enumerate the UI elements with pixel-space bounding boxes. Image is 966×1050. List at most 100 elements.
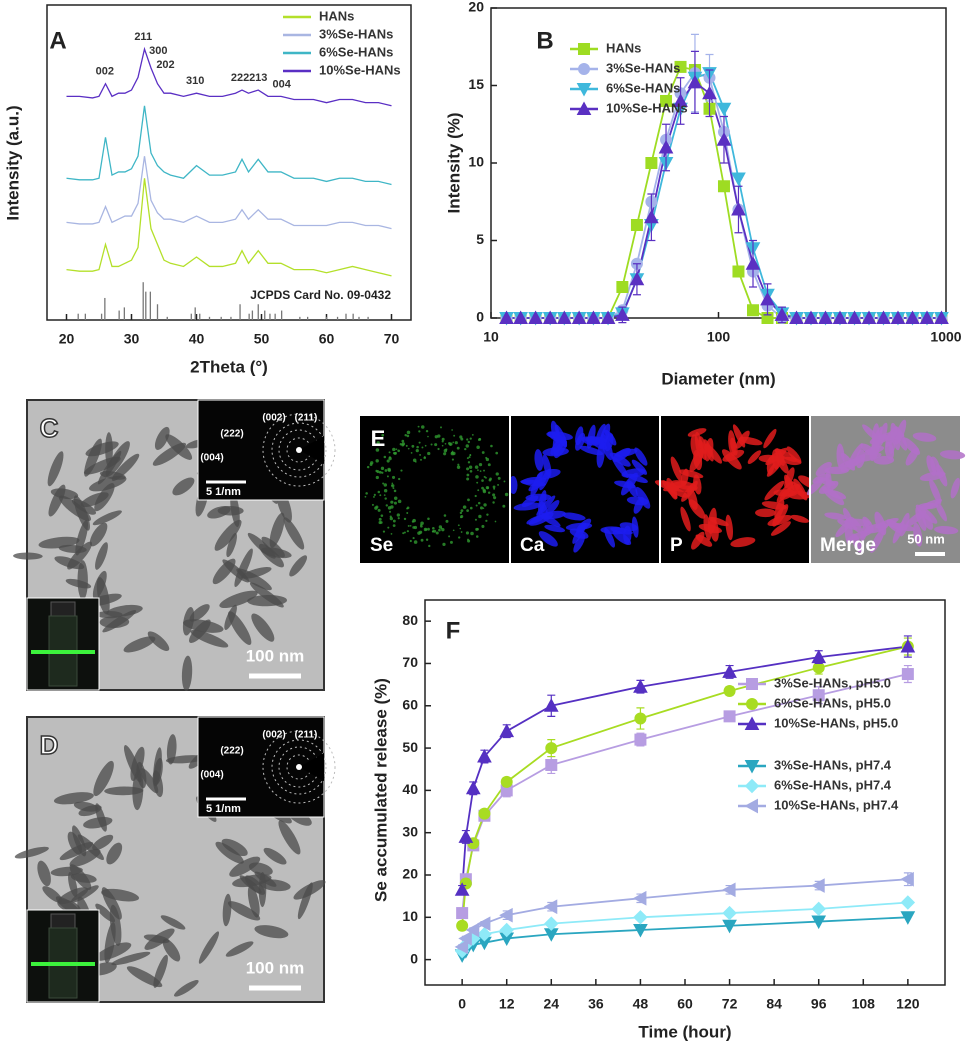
nanorod <box>95 542 108 570</box>
legend-marker <box>576 83 592 97</box>
nanorod <box>153 954 168 988</box>
y-tick-label: 80 <box>402 612 418 628</box>
signal-rod <box>528 477 547 492</box>
signal-dot <box>387 526 390 529</box>
signal-dot <box>459 516 463 519</box>
marker <box>543 698 559 712</box>
signal-rod <box>770 521 791 536</box>
legend-marker <box>744 716 760 730</box>
series-line <box>66 105 392 186</box>
channel-label: Ca <box>520 535 545 556</box>
signal-dot <box>382 482 385 485</box>
signal-dot <box>438 528 441 532</box>
nanorod <box>99 616 130 629</box>
signal-dot <box>481 479 484 482</box>
nanorod <box>283 517 305 550</box>
nanorod <box>37 860 51 887</box>
signal-dot <box>378 517 382 521</box>
marker <box>803 310 819 324</box>
signal-dot <box>504 492 509 497</box>
signal-dot <box>379 494 382 497</box>
signal-dot <box>467 498 470 502</box>
signal-dot <box>485 457 490 462</box>
signal-dot <box>419 453 422 456</box>
signal-dot <box>452 529 455 532</box>
signal-dot <box>392 447 396 452</box>
marker <box>500 775 513 788</box>
signal-dot <box>384 469 388 472</box>
signal-dot <box>397 517 400 520</box>
signal-dot <box>397 499 402 504</box>
legend-label: 6%Se-HANs, pH5.0 <box>774 695 891 710</box>
nanorod <box>249 582 284 608</box>
signal-dot <box>477 489 480 492</box>
marker <box>513 310 528 324</box>
signal-dot <box>418 430 421 433</box>
nanorod <box>53 792 94 805</box>
legend-marker <box>744 798 758 814</box>
marker <box>634 712 647 725</box>
panel-label: F <box>446 617 461 644</box>
diffraction-label: (004) <box>200 453 223 464</box>
nanorod <box>111 951 151 966</box>
x-axis-label: Time (hour) <box>638 1022 731 1041</box>
signal-dot <box>478 514 482 519</box>
signal-dot <box>467 461 471 464</box>
signal-rod <box>569 528 589 539</box>
scale-bar-label: 100 nm <box>246 958 305 977</box>
y-tick-label: 15 <box>468 76 484 92</box>
signal-dot <box>479 506 484 510</box>
signal-rod <box>525 493 552 502</box>
nanorod <box>73 495 90 531</box>
signal-dot <box>391 482 394 485</box>
nanorod <box>165 755 206 764</box>
nanorod <box>297 882 313 920</box>
nanorod <box>72 825 87 857</box>
marker <box>905 310 920 324</box>
signal-rod <box>609 452 631 467</box>
signal-dot <box>449 442 453 446</box>
signal-dot <box>428 544 431 548</box>
nanorod <box>190 629 229 648</box>
signal-dot <box>366 465 370 469</box>
signal-dot <box>388 510 392 513</box>
signal-dot <box>385 504 388 507</box>
legend-label: HANs <box>606 40 641 55</box>
nanorod <box>96 610 123 619</box>
diffraction-label: (211) <box>295 730 318 741</box>
signal-dot <box>374 506 378 510</box>
nanorod <box>198 931 220 964</box>
signal-dot <box>393 496 398 501</box>
x-tick-label: 30 <box>124 331 140 347</box>
signal-dot <box>427 517 430 521</box>
peak-label: 002 <box>96 66 114 78</box>
signal-dot <box>405 444 408 447</box>
signal-dot <box>383 494 386 496</box>
signal-dot <box>475 504 478 507</box>
signal-dot <box>413 540 418 544</box>
signal-dot <box>492 493 496 497</box>
signal-dot <box>402 532 405 535</box>
marker <box>890 310 906 324</box>
marker <box>722 882 736 898</box>
marker <box>545 759 558 771</box>
signal-dot <box>421 425 425 429</box>
marker <box>716 132 732 146</box>
signal-rod <box>581 436 600 446</box>
beam-stop <box>299 753 324 781</box>
nanorod <box>181 655 193 691</box>
signal-rod <box>730 537 756 548</box>
signal-dot <box>393 501 397 505</box>
marker <box>674 60 687 73</box>
marker <box>634 733 647 746</box>
signal-dot <box>451 458 455 461</box>
legend-label: 3%Se-HANs <box>319 26 393 41</box>
scale-bar-label: 50 nm <box>907 531 945 546</box>
signal-rod <box>534 449 544 471</box>
signal-dot <box>406 507 408 510</box>
signal-rod <box>612 530 632 546</box>
signal-rod <box>862 516 874 533</box>
marker <box>645 157 658 169</box>
marker <box>812 689 825 702</box>
series-line <box>461 901 908 952</box>
